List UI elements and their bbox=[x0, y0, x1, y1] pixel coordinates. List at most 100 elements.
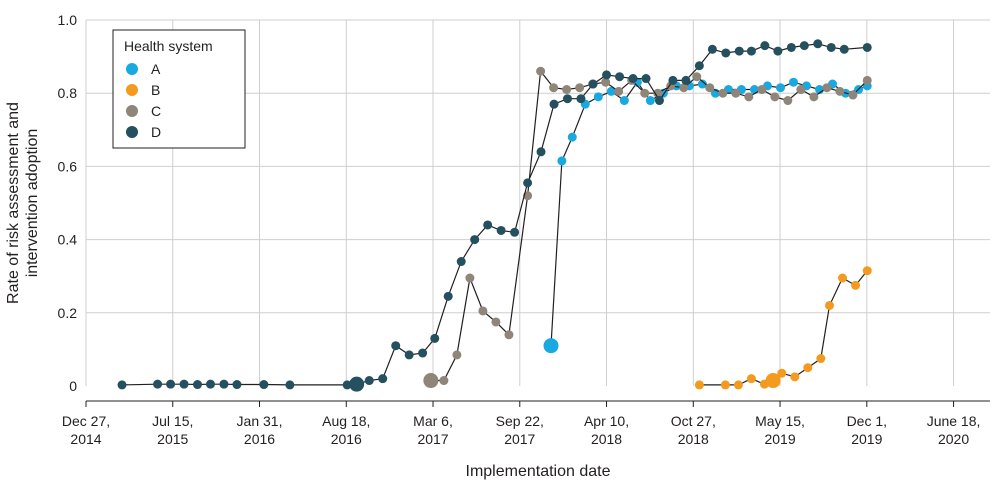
data-point-C bbox=[549, 83, 559, 93]
series-group bbox=[117, 39, 872, 392]
data-point-D bbox=[219, 379, 229, 389]
data-point-D bbox=[483, 220, 493, 230]
data-point-C bbox=[796, 85, 806, 95]
data-point-D bbox=[536, 147, 546, 157]
data-point-D bbox=[602, 70, 612, 80]
data-point-D bbox=[707, 44, 717, 54]
data-point-C bbox=[705, 83, 715, 93]
data-point-B bbox=[838, 273, 848, 283]
data-point-A bbox=[543, 338, 559, 354]
legend-label-A: A bbox=[151, 61, 161, 77]
data-point-D bbox=[549, 99, 559, 109]
data-point-D bbox=[192, 380, 202, 390]
data-point-B bbox=[733, 380, 743, 390]
data-point-C bbox=[783, 96, 793, 106]
data-point-C bbox=[653, 88, 663, 98]
data-point-D bbox=[721, 48, 731, 58]
data-point-B bbox=[694, 380, 704, 390]
data-point-B bbox=[777, 368, 787, 378]
y-tick-label: 1.0 bbox=[58, 12, 78, 28]
data-point-C bbox=[679, 83, 689, 93]
data-point-B bbox=[803, 363, 813, 373]
data-point-A bbox=[619, 96, 629, 106]
data-point-D bbox=[496, 225, 506, 235]
x-tick-label: Apr 10, 2018 bbox=[584, 413, 629, 447]
data-point-C bbox=[575, 83, 585, 93]
data-point-C bbox=[465, 273, 475, 283]
x-tick-label: Aug 18, 2016 bbox=[322, 413, 370, 447]
data-point-D bbox=[470, 235, 480, 245]
data-point-D bbox=[205, 379, 215, 389]
data-point-A bbox=[567, 132, 577, 142]
x-tick-label: Sep 22, 2017 bbox=[496, 413, 544, 447]
data-point-D bbox=[654, 96, 664, 106]
x-tick-labels: Dec 27, 2014 Jul 15, 2015 Jan 31, 2016 Aug 18,… bbox=[62, 401, 981, 447]
y-tick-label: 0.6 bbox=[58, 158, 78, 174]
data-point-D bbox=[862, 42, 872, 52]
series-B bbox=[694, 266, 872, 390]
data-point-D bbox=[391, 341, 401, 351]
data-point-C bbox=[640, 88, 650, 98]
y-axis-label: Rate of risk assessment and intervention … bbox=[5, 102, 41, 304]
data-point-D bbox=[839, 44, 849, 54]
data-point-A bbox=[645, 96, 655, 106]
legend-marker-D bbox=[126, 126, 138, 138]
data-point-D bbox=[813, 39, 823, 49]
data-point-C bbox=[439, 376, 449, 386]
data-point-C bbox=[718, 88, 728, 98]
y-tick-label: 0.2 bbox=[58, 305, 78, 321]
data-point-D bbox=[418, 348, 428, 358]
data-point-A bbox=[606, 86, 616, 96]
data-point-C bbox=[835, 86, 845, 96]
data-point-A bbox=[593, 92, 603, 102]
series-D bbox=[117, 39, 872, 392]
legend-label-B: B bbox=[151, 82, 160, 98]
data-point-B bbox=[790, 372, 800, 382]
data-point-D bbox=[826, 42, 836, 52]
data-point-C bbox=[809, 92, 819, 102]
data-point-D bbox=[641, 74, 651, 84]
data-point-D bbox=[259, 380, 269, 390]
data-point-B bbox=[765, 373, 781, 389]
data-point-C bbox=[614, 86, 624, 96]
data-point-D bbox=[773, 46, 783, 56]
y-tick-labels: 0 0.2 0.4 0.6 0.8 1.0 bbox=[58, 12, 78, 394]
data-point-C bbox=[504, 330, 514, 340]
data-point-C bbox=[423, 373, 439, 389]
data-point-D bbox=[456, 257, 466, 267]
data-point-B bbox=[851, 280, 861, 290]
x-tick-label: June 18, 2020 bbox=[927, 413, 981, 447]
data-point-D bbox=[668, 75, 678, 85]
series-A bbox=[543, 77, 872, 354]
data-point-B bbox=[816, 354, 826, 364]
data-point-A bbox=[775, 83, 785, 93]
data-point-D bbox=[285, 380, 295, 390]
data-point-C bbox=[692, 72, 702, 82]
legend-label-D: D bbox=[151, 124, 161, 140]
data-point-C bbox=[491, 317, 501, 327]
data-point-C bbox=[822, 83, 832, 93]
legend-marker-A bbox=[126, 63, 138, 75]
data-point-B bbox=[720, 380, 730, 390]
data-point-A bbox=[788, 77, 798, 87]
data-point-D bbox=[786, 42, 796, 52]
data-point-C bbox=[478, 306, 488, 316]
data-point-D bbox=[681, 75, 691, 85]
data-point-D bbox=[117, 380, 127, 390]
data-point-C bbox=[562, 85, 572, 95]
data-point-C bbox=[757, 85, 767, 95]
data-point-D bbox=[166, 379, 176, 389]
data-point-C bbox=[601, 77, 611, 87]
data-point-D bbox=[746, 46, 756, 56]
y-tick-label: 0.8 bbox=[58, 85, 78, 101]
data-point-B bbox=[862, 266, 872, 276]
x-tick-label: Jan 31, 2016 bbox=[237, 413, 283, 447]
y-tick-label: 0.4 bbox=[58, 232, 78, 248]
data-point-D bbox=[615, 72, 625, 82]
data-point-D bbox=[628, 74, 638, 84]
data-point-D bbox=[523, 178, 533, 188]
data-point-C bbox=[731, 88, 741, 98]
data-point-D bbox=[760, 41, 770, 51]
data-point-D bbox=[443, 291, 453, 301]
